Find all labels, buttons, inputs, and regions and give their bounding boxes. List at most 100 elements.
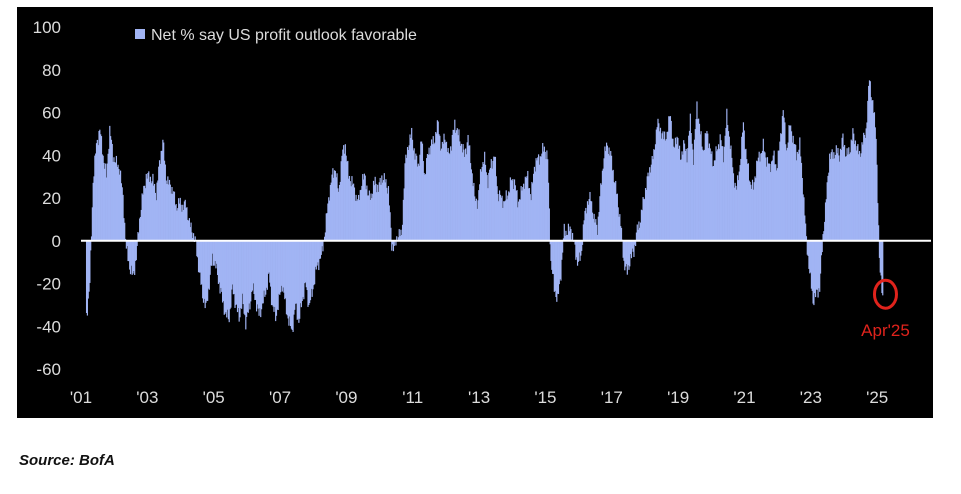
bar	[348, 175, 351, 241]
bar	[605, 151, 607, 241]
bar	[558, 240, 560, 285]
bar	[716, 151, 718, 241]
bar	[803, 197, 805, 241]
bar	[287, 240, 289, 319]
bar	[276, 240, 278, 310]
bar	[366, 185, 368, 241]
bar	[409, 134, 411, 241]
bar	[802, 194, 804, 241]
bar	[693, 139, 696, 241]
bar	[583, 220, 585, 241]
bar	[261, 240, 263, 304]
bar	[833, 152, 835, 241]
bar	[785, 150, 788, 241]
bar	[300, 240, 302, 308]
bar	[457, 135, 459, 241]
bar	[139, 216, 142, 241]
bar	[607, 153, 609, 241]
bar	[694, 129, 696, 241]
bar	[484, 151, 486, 241]
bar	[677, 138, 679, 241]
bar	[218, 240, 220, 283]
bar	[603, 158, 605, 241]
bar	[364, 175, 366, 241]
bar	[530, 200, 532, 241]
bar	[359, 190, 361, 241]
bar	[322, 240, 324, 252]
bar	[401, 235, 403, 241]
bar	[657, 118, 659, 241]
bar	[463, 149, 465, 241]
bar	[155, 200, 157, 241]
bar	[241, 240, 244, 294]
annotation: Apr'25	[861, 278, 910, 340]
bar	[781, 116, 783, 241]
bar	[198, 240, 200, 273]
bar	[369, 199, 371, 241]
bar	[655, 129, 657, 241]
bar	[142, 194, 144, 241]
bar	[849, 152, 852, 241]
bar	[445, 141, 448, 241]
bar	[515, 190, 517, 241]
bar	[772, 155, 774, 241]
bar	[706, 130, 708, 241]
bar	[703, 150, 705, 241]
bar	[713, 160, 715, 241]
bar	[749, 181, 751, 241]
bar	[660, 138, 662, 241]
bar	[326, 213, 328, 241]
bar	[638, 221, 640, 241]
bar	[391, 240, 393, 251]
bar	[368, 190, 370, 241]
bar	[197, 240, 199, 258]
bar	[260, 240, 262, 318]
bar	[334, 170, 336, 241]
bar	[432, 136, 434, 241]
bar	[504, 200, 506, 241]
bar	[255, 240, 257, 300]
bar	[255, 240, 258, 312]
bar	[434, 142, 436, 241]
bar	[313, 240, 315, 286]
bar	[523, 183, 525, 241]
bar	[675, 144, 677, 241]
bar	[377, 191, 380, 241]
bar	[116, 166, 118, 241]
bar	[297, 240, 299, 319]
bar	[374, 176, 376, 241]
bar	[809, 240, 811, 274]
bar	[207, 240, 209, 301]
bar	[431, 144, 434, 241]
bar	[640, 209, 643, 241]
bar	[85, 240, 88, 314]
bar	[119, 174, 121, 241]
bar	[406, 157, 408, 241]
bar	[535, 158, 537, 241]
bar	[235, 240, 237, 305]
bar	[120, 183, 122, 241]
bar	[479, 184, 481, 241]
bar	[333, 177, 335, 241]
bar	[792, 135, 794, 241]
bar	[98, 130, 100, 241]
bar	[567, 234, 569, 241]
bar	[349, 181, 351, 241]
bar	[874, 127, 876, 241]
bar	[443, 133, 445, 241]
bar	[458, 129, 460, 241]
bar	[442, 143, 444, 241]
bar	[737, 175, 739, 241]
bar	[466, 142, 468, 241]
bar	[395, 240, 397, 246]
bar	[627, 240, 629, 266]
bar	[484, 164, 487, 241]
bar	[795, 160, 798, 241]
bar	[768, 163, 770, 241]
bar	[501, 195, 503, 241]
bar	[669, 116, 672, 241]
bar	[223, 240, 225, 315]
bar	[615, 194, 618, 241]
bar	[637, 229, 639, 241]
bar	[769, 164, 771, 241]
